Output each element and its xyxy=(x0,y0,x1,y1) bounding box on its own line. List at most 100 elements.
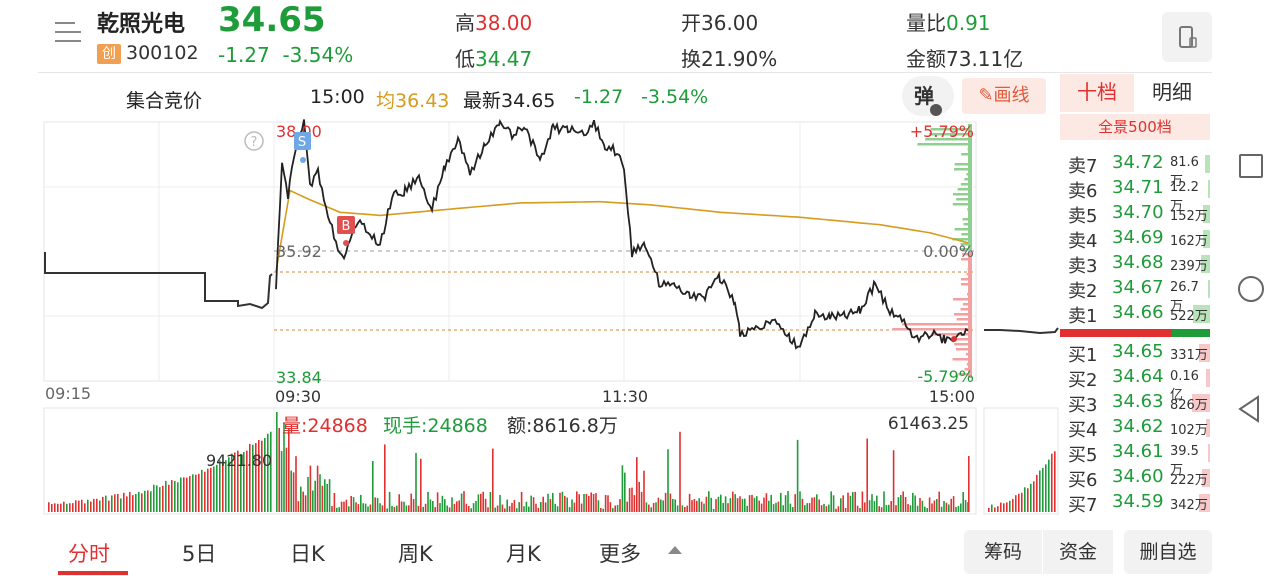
ask-level-2[interactable]: 卖6 34.71 12.2万 xyxy=(1060,177,1210,214)
bid-level-3[interactable]: 买3 34.63 826万 xyxy=(1060,391,1210,416)
volume-bar xyxy=(159,487,161,512)
auction-price-line xyxy=(44,252,273,310)
help-icon[interactable]: ? xyxy=(244,131,264,151)
volume-bar xyxy=(451,497,453,512)
volume-bar xyxy=(849,495,852,512)
volume-bar xyxy=(660,499,662,512)
volume-bar xyxy=(434,507,436,512)
depth-bar xyxy=(962,253,972,256)
volume-bar xyxy=(472,503,475,512)
volume-bar xyxy=(415,452,417,512)
tab-weekly-k[interactable]: 周K xyxy=(398,542,433,566)
volume-bar xyxy=(1030,483,1032,512)
volume-bar xyxy=(171,480,173,512)
sell-marker[interactable]: S xyxy=(294,132,311,163)
volume-bar xyxy=(210,467,212,512)
volume-bar xyxy=(708,491,710,512)
volume-bar xyxy=(381,505,384,512)
tab-detail[interactable]: 明细 xyxy=(1152,80,1192,104)
buy-marker[interactable]: B xyxy=(337,216,355,246)
tab-5day[interactable]: 5日 xyxy=(182,542,217,566)
ask-level-3[interactable]: 卖5 34.70 152万 xyxy=(1060,202,1210,227)
home-icon[interactable] xyxy=(1238,276,1264,302)
bid-volume-bar xyxy=(1208,444,1210,462)
volume-bar xyxy=(640,491,643,512)
volume-bar xyxy=(225,460,227,512)
volume-bar xyxy=(612,508,614,512)
depth-bar xyxy=(960,308,972,311)
volume-bar xyxy=(465,503,468,512)
volume-bar xyxy=(638,481,640,512)
volume-bar xyxy=(710,497,712,512)
tab-intraday[interactable]: 分时 xyxy=(68,542,110,566)
volume-bar xyxy=(794,494,796,512)
volume-bar xyxy=(51,503,53,512)
volume-bar xyxy=(968,456,970,512)
bid-level-6[interactable]: 买6 34.60 222万 xyxy=(1060,466,1210,491)
intraday-chart[interactable]: 38.00 35.92 33.84 +5.79% 0.00% -5.79% ? … xyxy=(0,118,1060,528)
volume-bar xyxy=(195,474,197,512)
volume-bar xyxy=(144,490,146,512)
bid-level-2[interactable]: 买2 34.64 0.16亿 xyxy=(1060,366,1210,403)
volume-bar xyxy=(192,474,194,512)
back-icon[interactable] xyxy=(1236,394,1262,424)
depth-bar xyxy=(952,203,972,206)
bid-level-4[interactable]: 买4 34.62 102万 xyxy=(1060,416,1210,441)
tab-more[interactable]: 更多 xyxy=(599,542,641,566)
ask-price: 34.66 xyxy=(1112,302,1164,323)
chips-button[interactable]: 筹码 xyxy=(964,530,1042,574)
volume-bar xyxy=(135,493,137,512)
volume-bar xyxy=(319,474,321,512)
volume-bar xyxy=(756,496,758,512)
volume-bar xyxy=(511,502,513,512)
ask-level-6[interactable]: 卖2 34.67 26.7万 xyxy=(1060,277,1210,314)
volume-bar xyxy=(736,498,739,512)
volume-bar xyxy=(496,505,499,512)
bid-level-5[interactable]: 买5 34.61 39.5万 xyxy=(1060,441,1210,478)
volume-bar xyxy=(876,495,878,512)
ask-level-5[interactable]: 卖3 34.68 239万 xyxy=(1060,252,1210,277)
fund-button[interactable]: 资金 xyxy=(1043,530,1113,574)
volume-bar xyxy=(81,499,83,512)
bid-level-7[interactable]: 买7 34.59 342万 xyxy=(1060,491,1210,516)
bid-label: 买1 xyxy=(1068,345,1098,366)
volume-bar xyxy=(102,496,104,512)
volume-bar xyxy=(501,504,504,512)
volume-bar xyxy=(868,500,871,512)
bid-level-1[interactable]: 买1 34.65 331万 xyxy=(1060,341,1210,366)
volume-bar xyxy=(499,494,501,512)
tab-ten-level[interactable]: 十档 xyxy=(1060,74,1134,112)
draw-line-button[interactable]: ✎画线 xyxy=(962,78,1046,114)
volume-bar xyxy=(914,495,916,512)
volume-bar xyxy=(679,431,681,512)
volume-bar xyxy=(261,440,263,512)
remove-watchlist-button[interactable]: 删自选 xyxy=(1124,530,1212,574)
ask-level-4[interactable]: 卖4 34.69 162万 xyxy=(1060,227,1210,252)
tab-daily-k[interactable]: 日K xyxy=(290,542,325,566)
volume-bar xyxy=(69,503,71,512)
tab-monthly-k[interactable]: 月K xyxy=(506,542,541,566)
svg-text:?: ? xyxy=(251,135,258,150)
ask-level-1[interactable]: 卖7 34.72 81.6万 xyxy=(1060,152,1210,189)
volume-bar xyxy=(60,503,62,512)
menu-icon[interactable] xyxy=(55,22,81,44)
volume-bar xyxy=(198,473,200,512)
ask-level-7[interactable]: 卖1 34.66 522万 xyxy=(1060,302,1210,327)
volume-bar xyxy=(288,427,290,512)
volume-bar xyxy=(405,505,408,512)
danmaku-button[interactable]: 弹 xyxy=(902,76,954,116)
rotate-screen-button[interactable] xyxy=(1162,12,1212,62)
volume-bar xyxy=(243,452,245,512)
full-depth-button[interactable]: 全景500档 xyxy=(1060,114,1210,140)
volume-bar xyxy=(108,500,110,512)
recent-apps-icon[interactable] xyxy=(1239,154,1263,178)
depth-bar xyxy=(917,143,972,146)
volume-bar xyxy=(621,465,624,512)
volume-bar xyxy=(470,508,472,512)
volume-bar xyxy=(964,500,967,512)
volume-bar xyxy=(840,498,842,512)
volume-bar xyxy=(784,495,787,512)
volume-bar xyxy=(427,491,429,512)
volume-bar xyxy=(928,497,931,512)
bid-ask-ratio-bar xyxy=(1060,329,1210,337)
